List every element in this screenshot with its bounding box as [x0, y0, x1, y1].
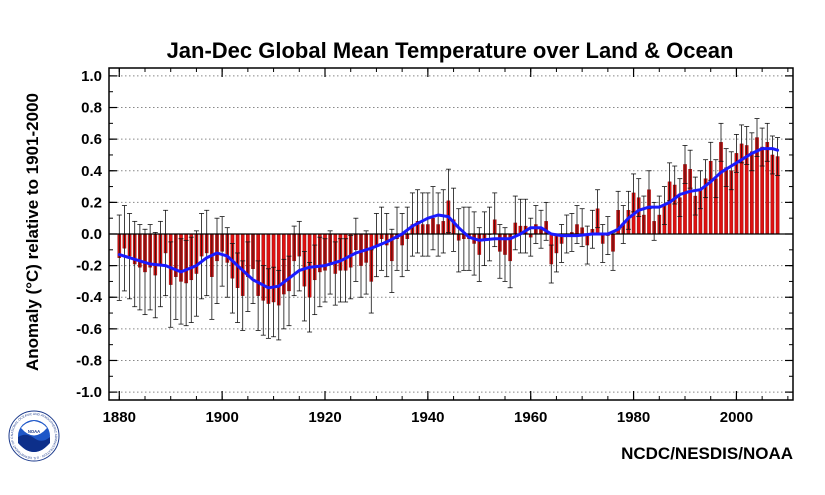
x-tick-label: 1960	[514, 409, 547, 426]
y-tick-label: 0.0	[81, 226, 102, 243]
y-tick-label: -0.2	[76, 258, 102, 275]
y-tick-label: -1.0	[76, 384, 102, 401]
y-tick-label: 0.6	[81, 131, 102, 148]
y-tick-label: 0.4	[81, 163, 103, 180]
logo-text: NOAA	[28, 429, 40, 434]
credit-text: NCDC/NESDIS/NOAA	[621, 444, 793, 463]
x-tick-label: 1880	[103, 409, 136, 426]
x-tick-label: 1920	[308, 409, 341, 426]
trend-line	[117, 147, 780, 290]
chart-title: Jan-Dec Global Mean Temperature over Lan…	[166, 38, 734, 63]
y-tick-label: -0.6	[76, 321, 102, 338]
y-tick-label: -0.4	[76, 289, 103, 306]
y-tick-label: 0.8	[81, 100, 102, 117]
y-tick-label: 0.2	[81, 194, 102, 211]
noaa-logo-icon: NATIONAL OCEANIC AND ATMOSPHERIC ADMINIS…	[8, 410, 60, 462]
x-tick-label: 1940	[411, 409, 444, 426]
y-tick-label: -0.8	[76, 352, 102, 369]
x-tick-label: 1980	[617, 409, 650, 426]
y-tick-label: 1.0	[81, 68, 102, 85]
x-tick-label: 1900	[205, 409, 238, 426]
x-tick-label: 2000	[720, 409, 753, 426]
